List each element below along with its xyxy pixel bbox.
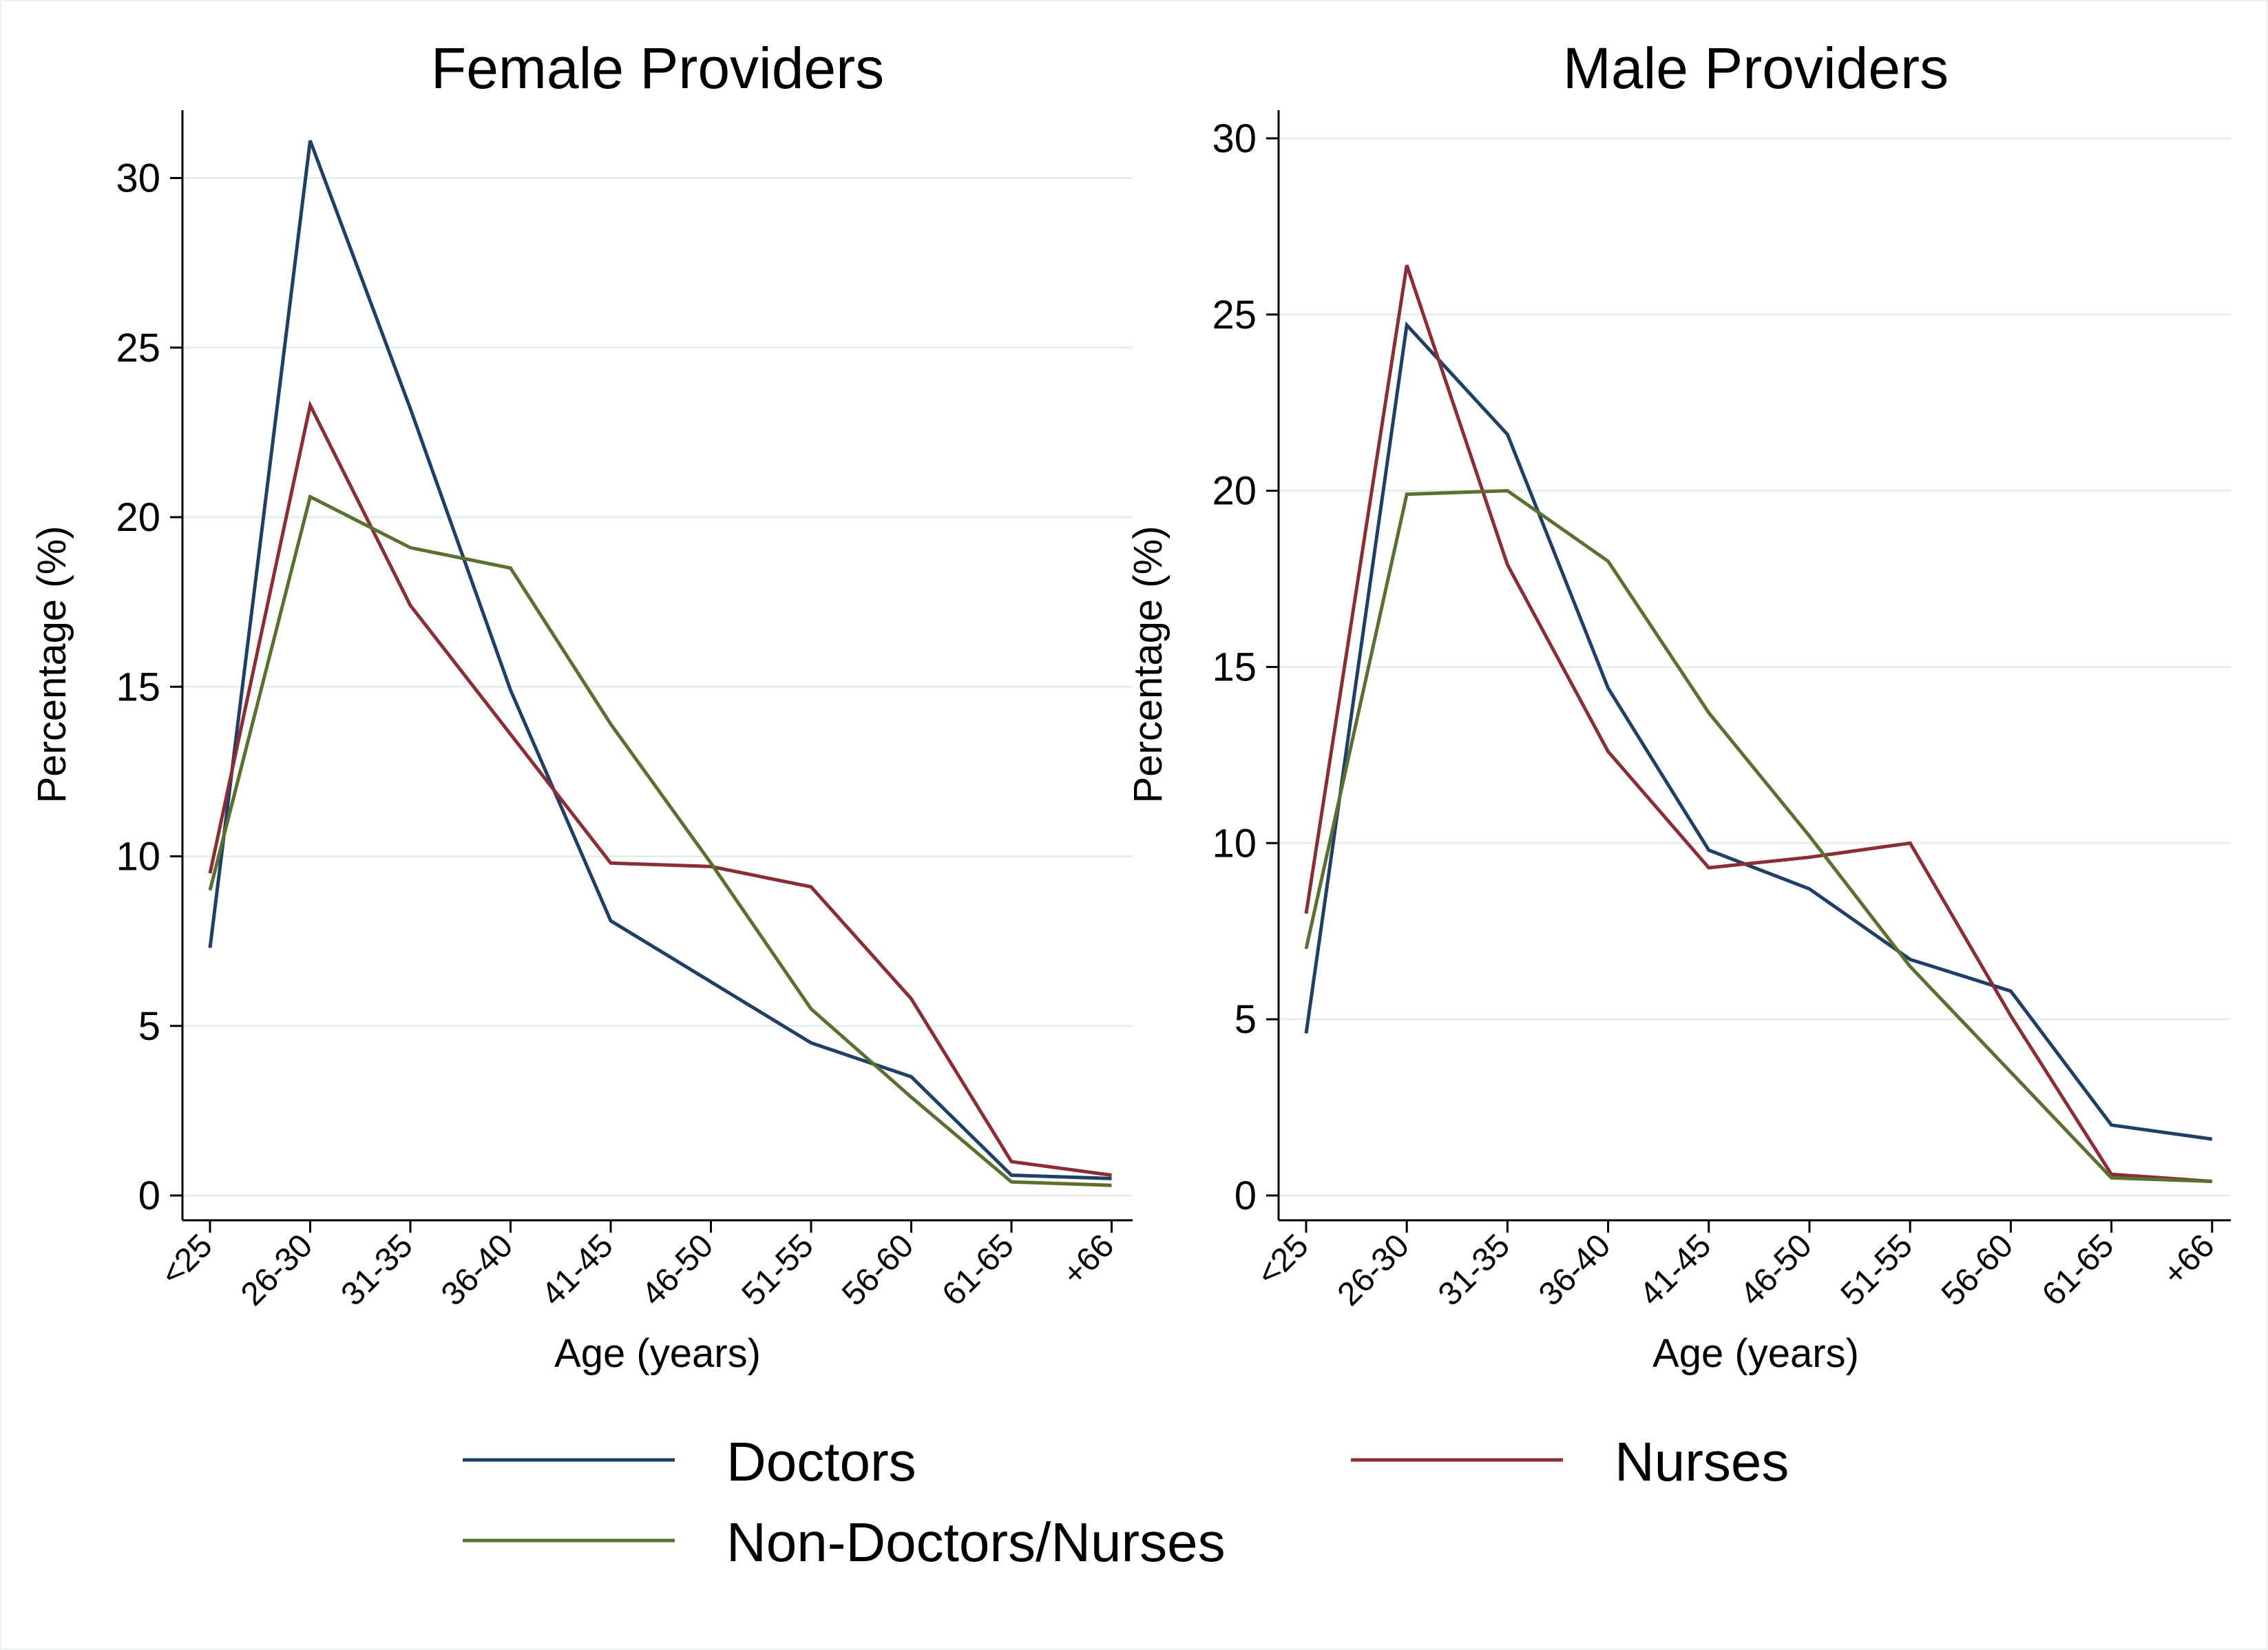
series-line-nurses xyxy=(208,400,1112,1177)
x-axis-title: Age (years) xyxy=(554,1331,761,1376)
panel-title: Male Providers xyxy=(1563,36,1949,101)
y-tick-label: 0 xyxy=(1235,1173,1257,1218)
y-tick-label: 20 xyxy=(1212,469,1257,514)
series-line-non-doctors-nurses xyxy=(208,494,1112,1187)
panel-title: Female Providers xyxy=(431,36,884,101)
y-tick-label: 15 xyxy=(116,665,160,709)
legend-label-doctors: Doctors xyxy=(726,1431,916,1492)
series-line-doctors xyxy=(208,140,1112,1180)
legend-label-non-doctors-nurses: Non-Doctors/Nurses xyxy=(726,1512,1226,1573)
y-tick-label: 0 xyxy=(138,1173,160,1218)
y-axis-title: Percentage (%) xyxy=(30,526,74,804)
series-line-non-doctors-nurses xyxy=(1304,489,2212,1183)
y-tick-label: 20 xyxy=(116,495,160,540)
legend-label-nurses: Nurses xyxy=(1615,1431,1789,1492)
y-tick-label: 15 xyxy=(1212,645,1257,689)
x-axis-title: Age (years) xyxy=(1652,1331,1859,1376)
y-tick-label: 5 xyxy=(1235,997,1257,1042)
y-tick-label: 30 xyxy=(1212,116,1257,161)
y-tick-label: 30 xyxy=(116,156,160,201)
y-tick-label: 5 xyxy=(138,1004,160,1049)
y-tick-label: 25 xyxy=(1212,293,1257,337)
series-line-nurses xyxy=(1304,264,2212,1183)
legend: Doctors Nurses Non-Doctors/Nurses xyxy=(463,1431,1789,1573)
y-tick-label: 10 xyxy=(116,835,160,879)
y-axis-title: Percentage (%) xyxy=(1126,526,1170,804)
series-line-doctors xyxy=(1304,321,2213,1141)
y-tick-label: 10 xyxy=(1212,821,1257,866)
y-tick-label: 25 xyxy=(116,326,160,370)
